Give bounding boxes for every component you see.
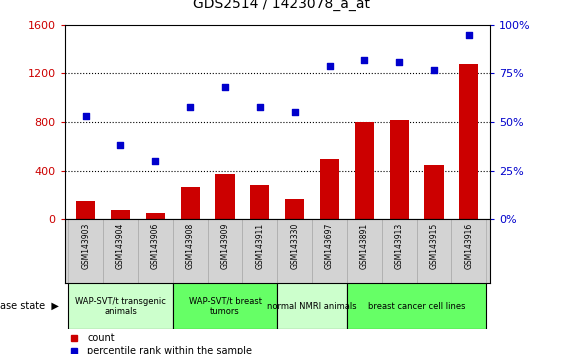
Text: GSM143911: GSM143911 [256, 223, 265, 269]
Bar [452, 219, 486, 283]
Bar [382, 219, 417, 283]
Text: GSM143904: GSM143904 [116, 223, 125, 269]
Bar [459, 64, 479, 219]
Bar [251, 185, 270, 219]
Text: GSM143330: GSM143330 [290, 223, 299, 269]
Bar [285, 199, 304, 219]
Text: GSM143697: GSM143697 [325, 223, 334, 269]
Bar [320, 159, 339, 219]
Point [395, 59, 404, 64]
Text: WAP-SVT/t transgenic
animals: WAP-SVT/t transgenic animals [75, 297, 166, 316]
Bar [76, 201, 95, 219]
Bar [173, 283, 278, 329]
Point [464, 32, 473, 37]
Bar [390, 120, 409, 219]
Text: normal NMRI animals: normal NMRI animals [267, 302, 357, 311]
Bar [278, 219, 312, 283]
Bar [216, 175, 235, 219]
Text: disease state  ▶: disease state ▶ [0, 301, 59, 311]
Point [256, 104, 265, 109]
Text: breast cancer cell lines: breast cancer cell lines [368, 302, 466, 311]
Bar [103, 219, 138, 283]
Bar [355, 122, 374, 219]
Bar [347, 283, 486, 329]
Text: GSM143903: GSM143903 [81, 223, 90, 269]
Bar [243, 219, 278, 283]
Point [186, 104, 195, 109]
Point [221, 84, 230, 90]
Bar [425, 165, 444, 219]
Text: WAP-SVT/t breast
tumors: WAP-SVT/t breast tumors [189, 297, 262, 316]
Text: GSM143906: GSM143906 [151, 223, 160, 269]
Bar [173, 219, 208, 283]
Text: GSM143913: GSM143913 [395, 223, 404, 269]
Text: GSM143891: GSM143891 [360, 223, 369, 269]
Point [151, 158, 160, 164]
Bar [146, 213, 165, 219]
Bar [312, 219, 347, 283]
Bar [417, 219, 452, 283]
Bar [347, 219, 382, 283]
Point [116, 143, 125, 148]
Point [290, 110, 299, 115]
Bar [111, 210, 130, 219]
Bar [208, 219, 243, 283]
Bar [138, 219, 173, 283]
Point [430, 67, 439, 72]
Point [81, 113, 90, 119]
Bar [68, 219, 103, 283]
Bar [278, 283, 347, 329]
Bar [68, 283, 173, 329]
Bar [181, 187, 200, 219]
Point [325, 63, 334, 68]
Point [360, 57, 369, 63]
Text: GSM143915: GSM143915 [430, 223, 439, 269]
Legend: count, percentile rank within the sample: count, percentile rank within the sample [70, 333, 252, 354]
Text: GDS2514 / 1423078_a_at: GDS2514 / 1423078_a_at [193, 0, 370, 11]
Text: GSM143908: GSM143908 [186, 223, 195, 269]
Text: GSM143916: GSM143916 [464, 223, 473, 269]
Text: GSM143909: GSM143909 [221, 223, 230, 269]
